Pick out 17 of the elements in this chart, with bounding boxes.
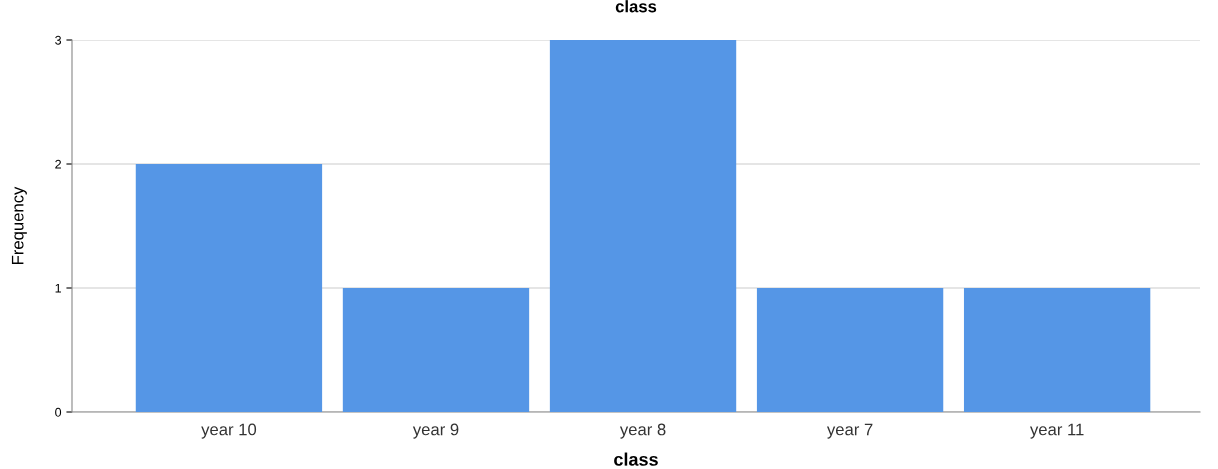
x-tick-label: year 8 — [619, 423, 666, 439]
x-tick-label: year 10 — [201, 423, 257, 439]
bar — [756, 288, 944, 412]
bar — [342, 288, 530, 412]
y-axis-title: Frequency — [11, 186, 27, 264]
chart-title: class — [615, 0, 657, 13]
y-tick-label: 0 — [55, 407, 62, 417]
bar — [549, 40, 737, 412]
x-axis-title: class — [614, 452, 658, 466]
x-tick-label: year 9 — [412, 423, 459, 439]
bar — [963, 288, 1151, 412]
x-tick-label: year 11 — [1030, 423, 1084, 439]
y-tick-label: 1 — [55, 283, 61, 293]
x-tick-label: year 7 — [826, 423, 873, 439]
y-tick-label: 3 — [55, 35, 62, 45]
bar — [135, 164, 323, 412]
y-tick-label: 2 — [55, 159, 61, 169]
